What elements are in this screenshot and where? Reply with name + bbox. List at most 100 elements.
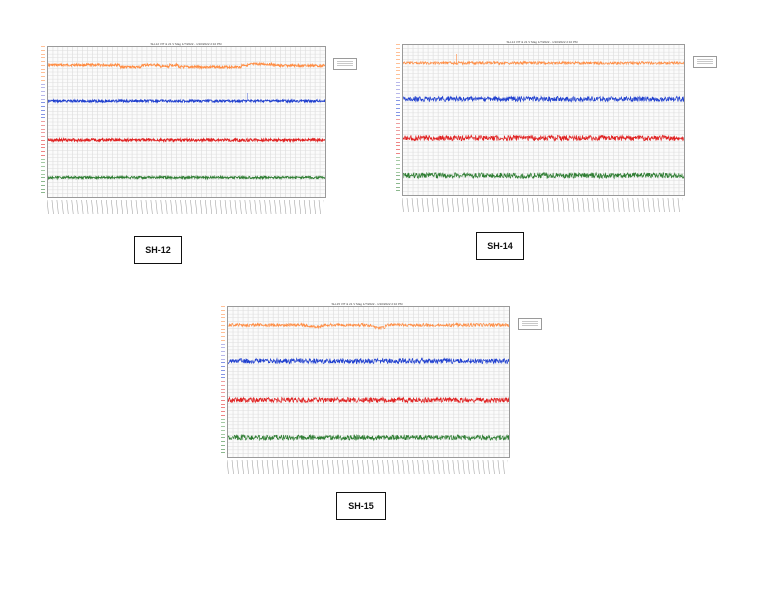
x-tick-mark — [622, 197, 625, 213]
x-tick-mark — [421, 197, 424, 213]
y-tick-mark — [396, 134, 400, 135]
chart-title: SH-12 VIT & 21 V Mag 1/7/2022 - 1/10/202… — [150, 42, 222, 46]
y-tick-mark — [396, 59, 400, 60]
x-tick-mark — [155, 199, 158, 215]
y-tick-mark — [221, 354, 225, 356]
x-tick-mark — [229, 199, 232, 215]
x-tick-mark — [587, 197, 590, 213]
x-tick-mark — [447, 459, 450, 475]
x-tick-mark — [457, 459, 460, 475]
x-tick-mark — [497, 459, 500, 475]
y-tick-mark — [396, 89, 400, 90]
x-tick-mark — [492, 197, 495, 213]
x-tick-mark — [251, 459, 254, 475]
y-tick-mark — [221, 429, 225, 431]
x-tick-mark — [281, 459, 284, 475]
x-tick-mark — [56, 199, 59, 215]
x-tick-mark — [426, 197, 429, 213]
x-tick-labels — [47, 199, 324, 215]
y-tick-mark — [41, 139, 45, 141]
x-tick-mark — [101, 199, 104, 215]
x-tick-mark — [291, 459, 295, 475]
x-tick-mark — [185, 199, 188, 215]
x-tick-mark — [417, 459, 420, 475]
x-tick-mark — [322, 459, 325, 475]
y-tick-mark — [221, 362, 225, 364]
chart-caption: SH-15 — [336, 492, 386, 520]
y-tick-mark — [221, 437, 225, 439]
chart-caption: SH-14 — [476, 232, 524, 260]
x-tick-mark — [406, 197, 409, 213]
x-tick-mark — [279, 199, 282, 215]
x-tick-mark — [327, 459, 330, 475]
x-tick-mark — [332, 459, 335, 475]
plot-svg — [228, 307, 509, 457]
x-tick-mark — [298, 199, 302, 215]
x-tick-mark — [662, 197, 665, 213]
y-tick-mark — [41, 136, 45, 137]
x-tick-mark — [497, 197, 500, 213]
x-tick-mark — [471, 197, 475, 213]
y-tick-mark — [41, 124, 45, 126]
x-tick-mark — [236, 459, 239, 475]
x-tick-mark — [411, 197, 414, 213]
y-tick-mark — [396, 164, 400, 165]
series-line — [403, 95, 684, 103]
x-tick-mark — [286, 459, 290, 475]
y-tick-mark — [396, 160, 400, 162]
legend — [333, 58, 357, 70]
y-tick-mark — [41, 151, 45, 152]
x-tick-mark — [392, 459, 395, 475]
series-line — [228, 322, 509, 331]
x-tick-mark — [308, 199, 311, 215]
y-tick-mark — [41, 98, 45, 100]
x-tick-mark — [254, 199, 257, 215]
y-tick-mark — [396, 74, 400, 75]
x-tick-mark — [209, 199, 213, 215]
y-tick-mark — [41, 61, 45, 62]
y-tick-mark — [396, 190, 400, 192]
plot-area — [47, 46, 326, 198]
y-tick-mark — [41, 83, 45, 85]
x-tick-mark — [542, 197, 545, 213]
x-tick-mark — [224, 199, 227, 215]
x-tick-mark — [296, 459, 300, 475]
x-tick-mark — [502, 197, 505, 213]
y-tick-mark — [41, 76, 45, 77]
x-tick-mark — [264, 199, 267, 215]
y-tick-mark — [396, 77, 400, 79]
x-tick-mark — [467, 459, 470, 475]
x-tick-mark — [452, 459, 455, 475]
x-tick-mark — [342, 459, 345, 475]
x-tick-mark — [219, 199, 222, 215]
x-tick-mark — [522, 197, 525, 213]
y-tick-mark — [396, 119, 400, 120]
y-tick-mark — [221, 426, 225, 427]
x-tick-labels — [227, 459, 508, 475]
y-tick-labels — [221, 306, 225, 456]
y-tick-mark — [396, 179, 400, 180]
x-tick-mark — [632, 197, 635, 213]
x-tick-mark — [227, 459, 229, 475]
x-tick-mark — [357, 459, 360, 475]
series-line — [228, 357, 509, 365]
x-tick-mark — [318, 199, 321, 215]
x-tick-mark — [244, 199, 247, 215]
y-tick-mark — [41, 94, 45, 96]
x-tick-mark — [317, 459, 320, 475]
y-tick-mark — [221, 411, 225, 412]
x-tick-mark — [446, 197, 449, 213]
y-tick-mark — [396, 47, 400, 49]
y-tick-mark — [221, 422, 225, 424]
y-tick-mark — [41, 192, 45, 194]
y-tick-mark — [41, 91, 45, 92]
x-tick-mark — [301, 459, 305, 475]
x-tick-mark — [607, 197, 610, 213]
x-tick-mark — [512, 197, 515, 213]
y-tick-mark — [396, 96, 400, 98]
x-tick-mark — [352, 459, 355, 475]
y-tick-mark — [41, 181, 45, 182]
y-tick-mark — [396, 130, 400, 132]
x-tick-mark — [427, 459, 430, 475]
series-line — [403, 134, 684, 142]
